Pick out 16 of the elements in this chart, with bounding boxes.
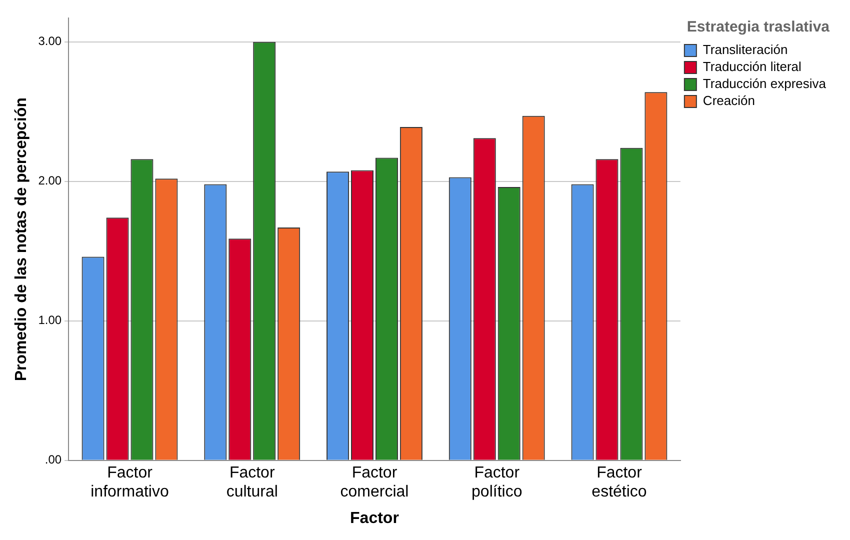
legend-title: Estrategia traslativa [686,18,830,36]
y-axis-title: Promedio de las notas de percepción [13,97,30,382]
x-axis-title: Factor [350,510,399,527]
x-tick-label: Factor informativo [90,464,169,501]
y-tick-label: 2.00 [38,174,62,188]
y-tick-label: .00 [44,452,62,467]
legend-label: Traducción expresiva [702,76,827,92]
x-tick-label: Factor cultural [226,464,278,501]
legend-label: Transliteración [702,42,788,58]
x-tick-label: Factor comercial [340,464,409,501]
x-tick-label: Factor estético [592,464,647,501]
legend-label: Traducción literal [702,59,802,74]
legend-label: Creación [702,93,755,108]
y-tick-label: 1.00 [38,313,62,328]
x-tick-label: Factor político [472,464,522,501]
y-tick-label: 3.00 [38,34,62,48]
